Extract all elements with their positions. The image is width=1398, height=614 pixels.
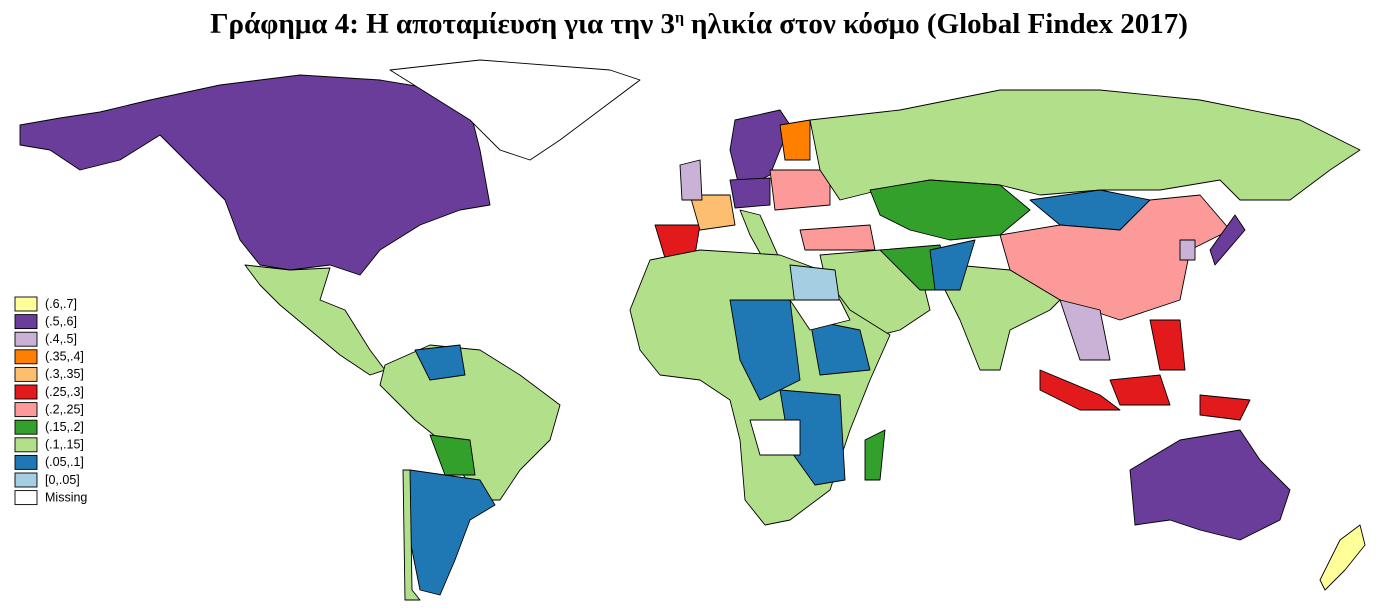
region bbox=[429, 434, 476, 476]
region bbox=[679, 159, 703, 201]
region bbox=[809, 319, 871, 376]
legend-swatch bbox=[14, 296, 38, 312]
legend-swatch bbox=[14, 490, 38, 506]
region bbox=[1059, 299, 1111, 361]
legend: (.6,.7] (.5,.6] (.4,.5] (.35,.4] (.3,.35] (.2… bbox=[14, 296, 87, 506]
region bbox=[402, 469, 421, 601]
region bbox=[689, 194, 736, 231]
region bbox=[1179, 239, 1196, 261]
region bbox=[1039, 369, 1121, 411]
legend-label: (.6,.7] bbox=[45, 297, 77, 311]
region bbox=[869, 179, 1031, 241]
legend-swatch bbox=[14, 437, 38, 453]
legend-swatch bbox=[14, 454, 38, 470]
region bbox=[1319, 524, 1366, 591]
region bbox=[809, 89, 1361, 201]
region bbox=[1109, 374, 1171, 406]
region bbox=[729, 109, 791, 191]
region bbox=[1129, 429, 1291, 541]
region bbox=[1149, 319, 1186, 371]
region bbox=[414, 344, 466, 381]
legend-label: [0,.05] bbox=[45, 473, 80, 487]
region bbox=[389, 59, 641, 161]
legend-label: (.2,.25] bbox=[45, 402, 84, 416]
legend-label: (.3,.35] bbox=[45, 367, 84, 381]
legend-swatch bbox=[14, 402, 38, 418]
region bbox=[244, 264, 386, 376]
legend-swatch bbox=[14, 349, 38, 365]
title-superscript: η bbox=[674, 9, 685, 27]
legend-swatch bbox=[14, 314, 38, 330]
region bbox=[749, 419, 801, 456]
region bbox=[944, 264, 1061, 371]
region bbox=[799, 224, 876, 251]
legend-swatch bbox=[14, 472, 38, 488]
legend-label: (.5,.6] bbox=[45, 314, 77, 328]
region bbox=[789, 264, 841, 306]
legend-swatch bbox=[14, 331, 38, 347]
region bbox=[929, 239, 976, 291]
region bbox=[779, 119, 811, 161]
region bbox=[1199, 394, 1251, 421]
region bbox=[864, 429, 886, 481]
legend-swatch bbox=[14, 384, 38, 400]
region bbox=[789, 299, 851, 331]
title-text: ηλικία στον κόσμο (Global Findex 2017) bbox=[691, 8, 1188, 40]
region bbox=[409, 469, 496, 596]
legend-swatch bbox=[14, 366, 38, 382]
legend-label: (.25,.3] bbox=[45, 385, 84, 399]
legend-label: (.35,.4] bbox=[45, 350, 84, 364]
legend-label: Missing bbox=[45, 490, 87, 504]
title: Γράφημα 4: Η αποταμίευση για την 3η ηλικί… bbox=[0, 8, 1398, 41]
legend-swatch bbox=[14, 419, 38, 435]
region bbox=[769, 169, 831, 211]
legend-label: (.15,.2] bbox=[45, 420, 84, 434]
legend-label: (.05,.1] bbox=[45, 455, 84, 469]
legend-label: (.1,.15] bbox=[45, 438, 84, 452]
region bbox=[19, 74, 491, 276]
legend-label: (.4,.5] bbox=[45, 332, 77, 346]
region bbox=[1209, 214, 1246, 266]
region bbox=[729, 177, 771, 209]
title-text: Γράφημα 4: Η αποταμίευση για την 3 bbox=[210, 8, 675, 40]
region bbox=[379, 344, 561, 501]
